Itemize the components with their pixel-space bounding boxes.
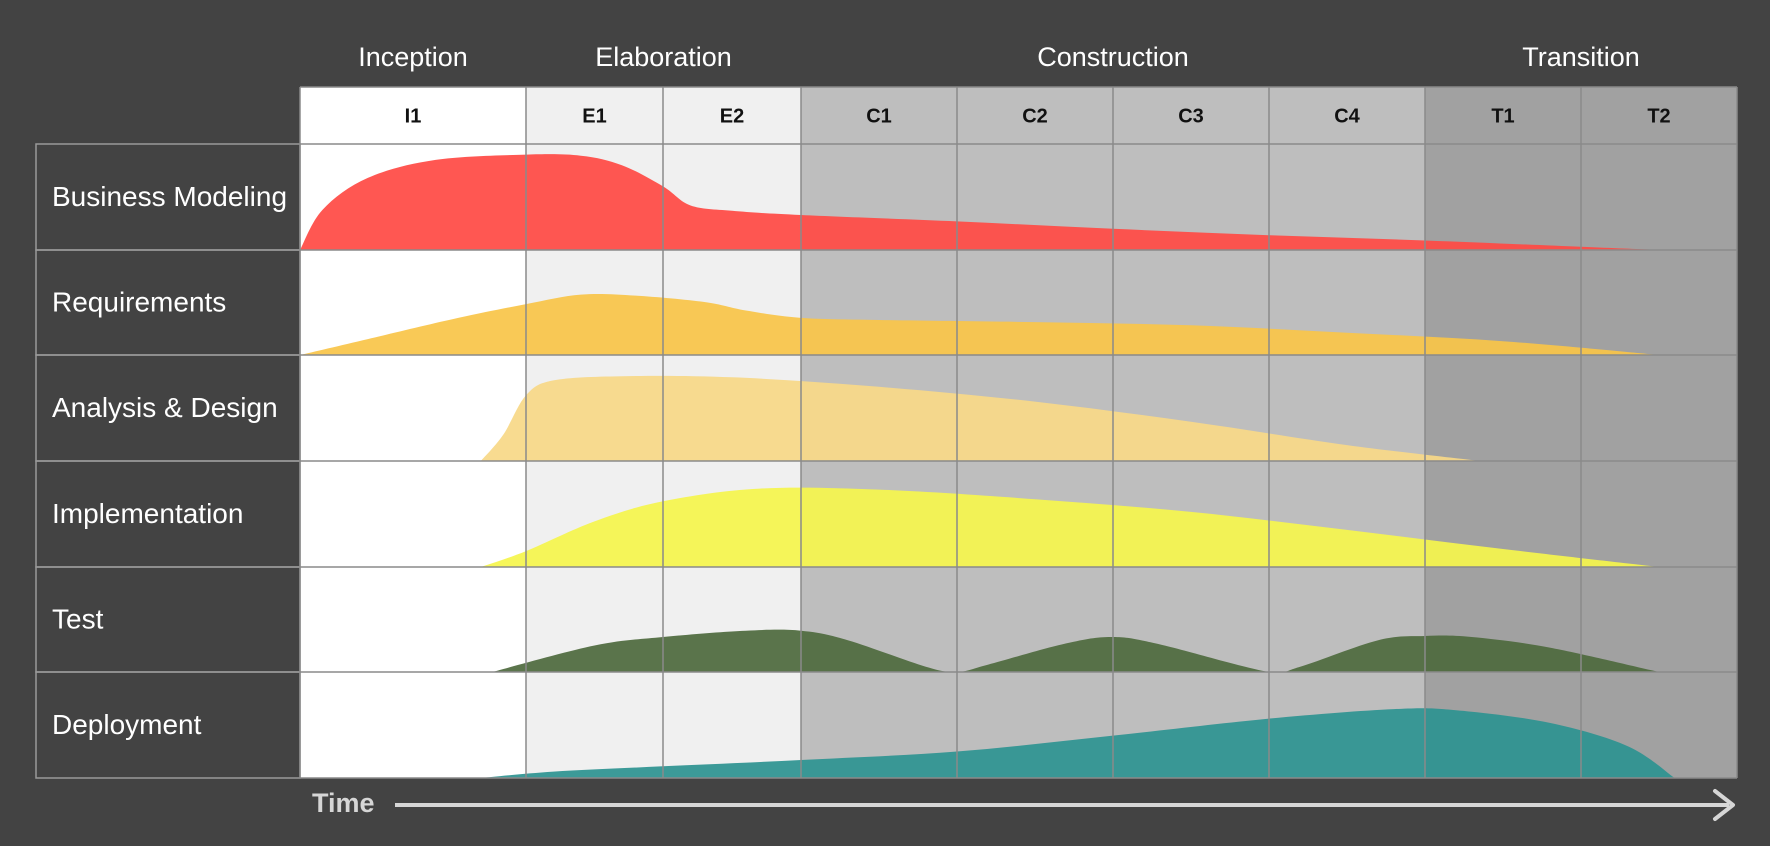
curve-implementation [480, 487, 1659, 567]
iteration-header-c4: C4 [1334, 106, 1360, 128]
curve-business-modeling [300, 154, 1659, 250]
iteration-header-c3: C3 [1178, 106, 1204, 128]
discipline-label-test: Test [52, 604, 104, 635]
iteration-header-c1: C1 [866, 106, 892, 128]
discipline-label-analysis-and-design: Analysis & Design [52, 392, 278, 423]
curve-requirements [300, 293, 1659, 355]
column-c4 [1269, 87, 1425, 778]
time-arrow [395, 789, 1735, 821]
iteration-header-e1: E1 [582, 106, 606, 128]
time-label: Time [312, 788, 375, 818]
iteration-header-c2: C2 [1022, 106, 1048, 128]
discipline-label-business-modeling: Business Modeling [52, 181, 287, 212]
labels: Time Inception Elaboration Construction Tra… [52, 42, 1735, 821]
iteration-header-e2: E2 [720, 106, 744, 128]
discipline-label-deployment: Deployment [52, 709, 202, 740]
curve-test [492, 629, 1660, 672]
column-t2 [1581, 87, 1737, 778]
phase-label-construction: Construction [1037, 42, 1189, 72]
discipline-label-implementation: Implementation [52, 498, 243, 529]
effort-curves [300, 154, 1675, 778]
phase-label-transition: Transition [1522, 42, 1640, 72]
phase-label-elaboration: Elaboration [595, 42, 732, 72]
column-t1 [1425, 87, 1581, 778]
iteration-header-t1: T1 [1491, 106, 1514, 128]
iteration-header-i1: I1 [405, 106, 422, 128]
curve-deployment [480, 708, 1675, 778]
phase-label-inception: Inception [358, 42, 468, 72]
iteration-header-t2: T2 [1647, 106, 1670, 128]
curve-analysis-and-design [480, 375, 1480, 461]
grid-lines [35, 86, 1738, 779]
discipline-label-requirements: Requirements [52, 287, 226, 318]
